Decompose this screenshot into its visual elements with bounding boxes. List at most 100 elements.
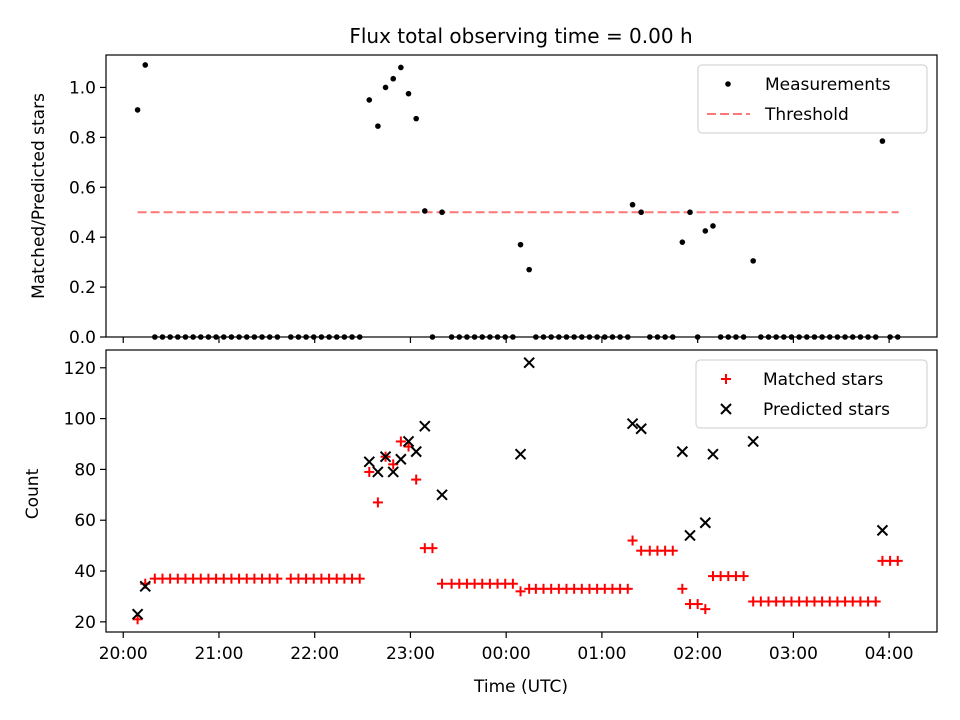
predicted-point bbox=[372, 466, 384, 478]
count-y-tick-label: 60 bbox=[74, 511, 96, 531]
measurement-point bbox=[717, 334, 724, 340]
ratio-legend-box bbox=[697, 64, 928, 134]
x-tick-label: 04:00 bbox=[865, 644, 914, 664]
measurement-point bbox=[213, 334, 219, 340]
measurement-point bbox=[464, 334, 470, 340]
matched-point bbox=[437, 578, 448, 589]
ratio-y-tick-label: 0.8 bbox=[69, 128, 96, 148]
measurement-point bbox=[422, 208, 428, 214]
measurement-point bbox=[601, 334, 608, 340]
measurement-point bbox=[251, 334, 258, 340]
measurement-point bbox=[405, 90, 412, 97]
ratio-y-tick-label: 0.0 bbox=[69, 328, 96, 348]
predicted-point bbox=[635, 423, 647, 435]
matched-point bbox=[395, 436, 406, 447]
count-y-tick-label: 100 bbox=[64, 410, 96, 430]
measurement-point bbox=[563, 334, 570, 340]
measurement-point bbox=[175, 334, 181, 340]
legend-plus bbox=[721, 374, 731, 384]
count-legend: Matched stars Predicted stars bbox=[695, 359, 928, 429]
measurement-point bbox=[429, 334, 436, 340]
matched-point bbox=[507, 578, 518, 589]
measurement-point bbox=[375, 123, 381, 129]
count-y-tick-label: 120 bbox=[64, 359, 96, 379]
x-tick-label: 21:00 bbox=[194, 644, 243, 664]
count-y-tick-label: 40 bbox=[74, 562, 96, 582]
predicted-point bbox=[699, 517, 712, 529]
ratio-y-tick-label: 0.6 bbox=[69, 178, 96, 198]
measurement-point bbox=[479, 334, 486, 340]
measurement-point bbox=[842, 334, 848, 340]
count-y-axis: 20 40 60 80 100 120 bbox=[64, 359, 106, 633]
cross-stroke-b bbox=[876, 524, 889, 537]
measurement-point bbox=[266, 334, 273, 340]
measurement-point bbox=[502, 334, 509, 340]
measurement-point bbox=[887, 334, 893, 340]
legend-predicted-marker bbox=[720, 403, 732, 415]
legend-matched-label: Matched stars bbox=[763, 370, 883, 390]
measurement-point bbox=[750, 258, 756, 264]
measurement-point bbox=[190, 334, 196, 340]
measurement-point bbox=[849, 334, 856, 340]
measurement-point bbox=[571, 334, 577, 340]
x-tick-label: 23:00 bbox=[386, 644, 435, 664]
measurement-point bbox=[617, 334, 623, 340]
measurement-point bbox=[526, 266, 532, 273]
count-y-label: Count bbox=[23, 468, 43, 519]
measurement-point bbox=[295, 334, 302, 340]
predicted-point bbox=[419, 420, 431, 432]
ratio-y-axis: 0.0 0.2 0.4 0.6 0.8 1.0 bbox=[69, 78, 106, 348]
measurement-point bbox=[624, 334, 631, 340]
measurement-point bbox=[326, 334, 332, 340]
predicted-point bbox=[410, 445, 422, 458]
measurement-point bbox=[197, 334, 204, 340]
predicted-point bbox=[707, 448, 719, 460]
x-tick-label: 01:00 bbox=[577, 644, 626, 664]
predicted-points bbox=[131, 356, 889, 620]
predicted-point bbox=[379, 450, 392, 463]
measurement-point bbox=[669, 334, 676, 340]
matched-point bbox=[627, 535, 638, 546]
predicted-point bbox=[395, 453, 407, 465]
measurement-point bbox=[413, 115, 419, 122]
measurement-point bbox=[159, 334, 166, 340]
measurement-point bbox=[894, 334, 901, 340]
measurement-point bbox=[341, 334, 348, 340]
predicted-point bbox=[363, 456, 375, 468]
matched-point bbox=[364, 466, 375, 477]
measurement-point bbox=[646, 334, 653, 340]
matched-point bbox=[622, 583, 633, 594]
count-x-axis: 20:00 21:00 22:00 23:00 00:00 01:00 02:00 03:00… bbox=[99, 632, 914, 664]
cross-stroke-b bbox=[379, 450, 392, 463]
predicted-point bbox=[626, 417, 639, 430]
measurement-point bbox=[586, 334, 593, 340]
count-legend-box bbox=[695, 359, 928, 429]
ratio-y-label: Matched/Predicted stars bbox=[29, 93, 49, 299]
matched-point bbox=[892, 555, 903, 566]
measurement-point bbox=[788, 334, 795, 340]
cross-stroke-b bbox=[707, 448, 719, 460]
cross-stroke-b bbox=[720, 403, 732, 415]
measurement-points bbox=[134, 62, 901, 340]
predicted-point bbox=[402, 435, 415, 448]
measurement-point bbox=[236, 334, 242, 340]
measurement-point bbox=[366, 97, 373, 103]
cross-stroke-b bbox=[410, 445, 422, 458]
measurement-point bbox=[456, 334, 463, 340]
matched-point bbox=[372, 497, 383, 508]
count-y-tick-label: 80 bbox=[74, 460, 96, 480]
x-tick-label: 00:00 bbox=[482, 644, 531, 664]
predicted-point bbox=[131, 608, 144, 620]
measurement-point bbox=[205, 334, 212, 340]
cross-stroke-b bbox=[436, 489, 448, 501]
ratio-y-tick-label: 1.0 bbox=[69, 78, 96, 98]
x-tick-label: 02:00 bbox=[673, 644, 722, 664]
measurement-point bbox=[142, 62, 149, 68]
matched-point bbox=[677, 583, 688, 594]
measurement-point bbox=[152, 334, 158, 340]
measurement-point bbox=[629, 201, 636, 208]
measurement-point bbox=[448, 334, 455, 340]
measurement-point bbox=[333, 334, 340, 340]
count-y-tick-label: 20 bbox=[74, 613, 96, 633]
predicted-point bbox=[676, 445, 689, 458]
